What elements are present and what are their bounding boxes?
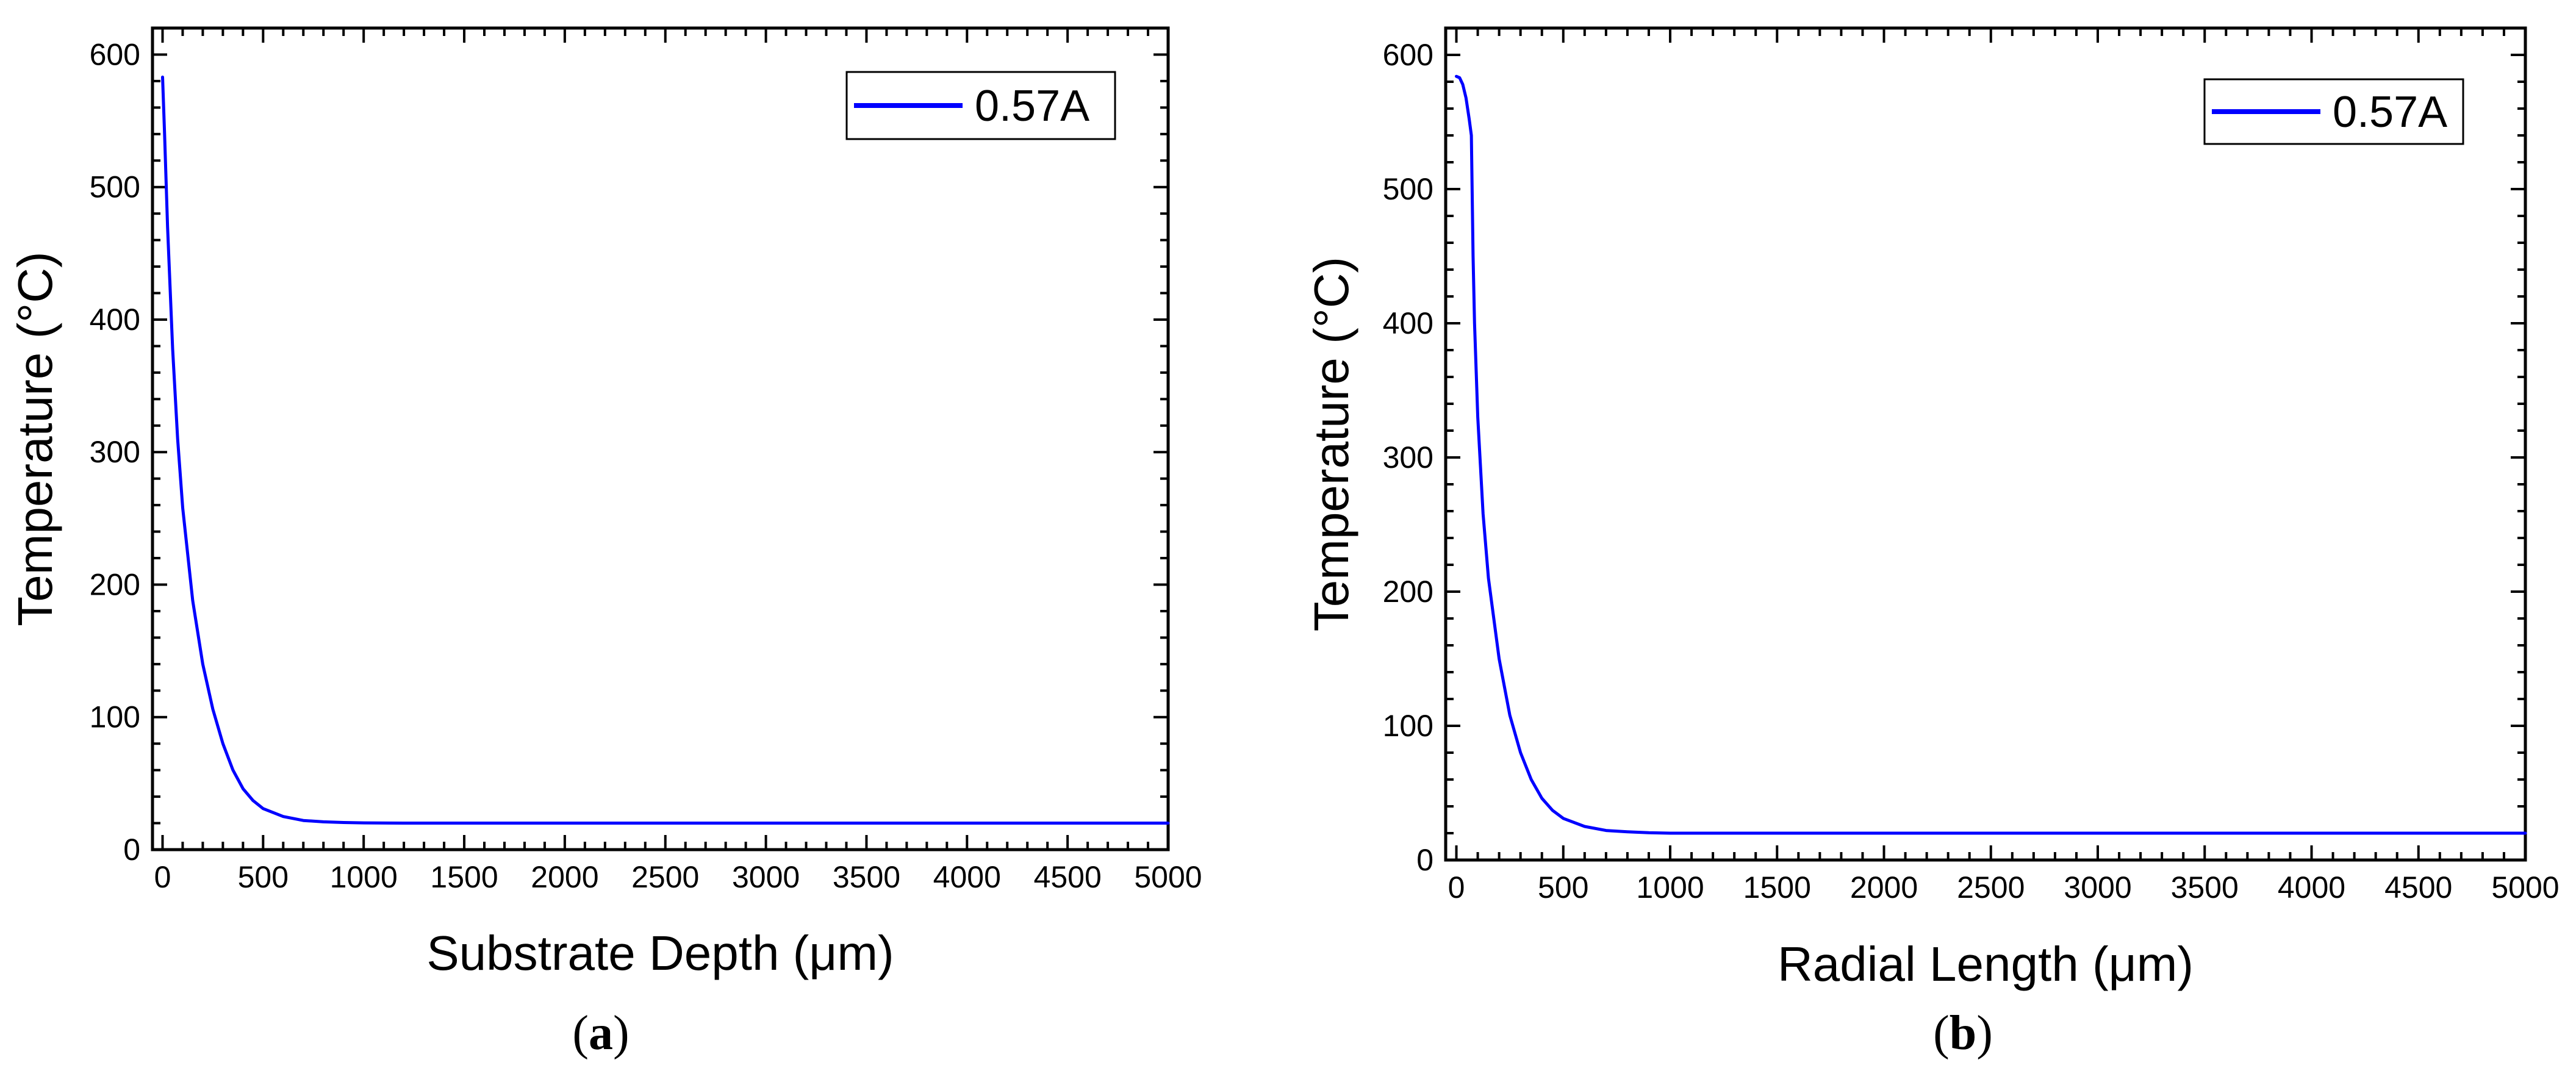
- series-line: [161, 75, 1170, 825]
- x-tick-label: 500: [1538, 870, 1588, 905]
- x-tick-label: 5000: [2491, 870, 2559, 905]
- x-tick-label: 4000: [2278, 870, 2345, 905]
- y-axis-title: Temperature (°C): [8, 251, 62, 626]
- y-tick-label: 200: [1383, 575, 1433, 609]
- x-axis-title: Radial Length (μm): [1778, 937, 2194, 991]
- x-tick-label: 4500: [2384, 870, 2452, 905]
- x-tick-label: 2000: [531, 860, 598, 894]
- y-tick-label: 500: [1383, 172, 1433, 206]
- y-tick-label: 0: [1416, 843, 1433, 877]
- y-axis-title: Temperature (°C): [1304, 257, 1358, 631]
- x-tick-label: 0: [1448, 870, 1465, 905]
- x-tick-label: 1000: [1636, 870, 1704, 905]
- panel-b: 0 500 1000 1500 2000 2500 3000 3500 4000 4500 5000…: [1304, 26, 2560, 991]
- y-tick-label: 0: [123, 833, 140, 867]
- plot-frame: [151, 26, 1170, 851]
- x-tick-label: 4000: [933, 860, 1001, 894]
- x-tick-label: 2500: [1957, 870, 2025, 905]
- y-tick-label: 300: [90, 435, 140, 469]
- legend-label: 0.57A: [2333, 88, 2447, 137]
- x-tick-label: 1500: [430, 860, 498, 894]
- caption-b: (b): [1933, 1006, 1993, 1060]
- y-tick-label: 400: [1383, 306, 1433, 340]
- legend: 0.57A: [845, 71, 1116, 140]
- y-tick-label: 300: [1383, 440, 1433, 475]
- x-tick-label: 3000: [2064, 870, 2131, 905]
- y-tick-label: 100: [1383, 709, 1433, 743]
- y-tick-label: 100: [90, 700, 140, 734]
- y-tick-label: 600: [1383, 38, 1433, 72]
- x-tick-label: 3500: [833, 860, 900, 894]
- legend: 0.57A: [2203, 78, 2464, 145]
- x-tick-label: 2000: [1850, 870, 1918, 905]
- y-tick-label: 600: [90, 37, 140, 71]
- x-tick-label: 4500: [1034, 860, 1102, 894]
- caption-a: (a): [572, 1006, 629, 1060]
- x-axis-title: Substrate Depth (μm): [426, 926, 894, 980]
- x-tick-label: 5000: [1134, 860, 1202, 894]
- x-tick-label: 500: [238, 860, 289, 894]
- series-line: [1455, 74, 2527, 835]
- x-tick-label: 1000: [330, 860, 398, 894]
- plot-frame: [1444, 26, 2527, 862]
- y-tick-label: 200: [90, 567, 140, 601]
- x-tick-label: 3500: [2171, 870, 2239, 905]
- y-tick-label: 500: [90, 170, 140, 204]
- x-tick-label: 3000: [732, 860, 800, 894]
- panel-a: 0 500 1000 1500 2000 2500 3000 3500 4000 4500 5000…: [8, 26, 1202, 980]
- x-tick-label: 2500: [631, 860, 699, 894]
- y-tick-label: 400: [90, 303, 140, 337]
- x-tick-label: 0: [154, 860, 171, 894]
- x-tick-label: 1500: [1743, 870, 1811, 905]
- legend-label: 0.57A: [975, 82, 1089, 131]
